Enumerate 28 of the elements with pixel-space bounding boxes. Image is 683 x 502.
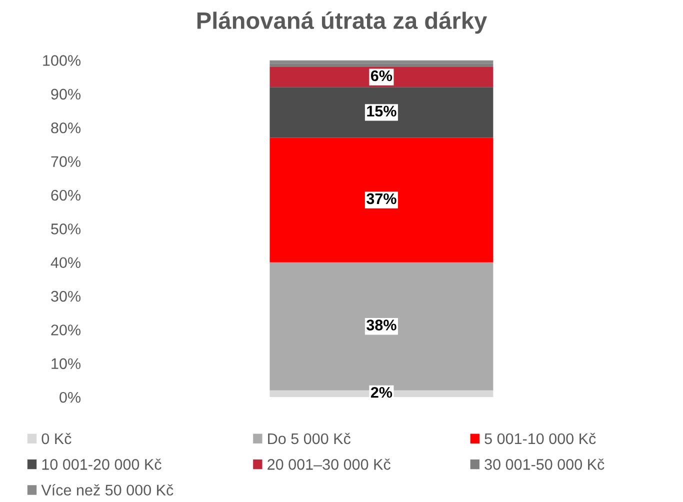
legend-label: 20 001–30 000 Kč (268, 458, 390, 470)
y-tick-label: 70% (51, 156, 81, 167)
y-tick-label: 90% (51, 88, 81, 100)
y-tick-label: 50% (51, 224, 81, 234)
legend-label: 5 001-10 000 Kč (484, 432, 596, 444)
legend-label: Do 5 000 Kč (268, 432, 351, 444)
y-tick-label: 40% (50, 257, 81, 268)
y-tick-label: 80% (51, 122, 81, 134)
y-tick-label: 100% (43, 55, 81, 66)
legend-label: 10 001-20 000 Kč (42, 458, 162, 470)
bar (270, 66, 494, 88)
data-label: 6% (370, 70, 392, 82)
y-tick-label: 0% (60, 392, 81, 403)
legend-label: Více než 50 000 Kč (41, 484, 174, 496)
y-tick-label: 60% (51, 190, 81, 201)
y-tick-label: 20% (51, 324, 81, 336)
legend-label: 0 Kč (42, 432, 72, 444)
data-label: 38% (366, 320, 396, 330)
legend-label: 30 001-50 000 Kč (484, 458, 604, 470)
data-label: 15% (367, 106, 396, 117)
y-tick-label: 30% (51, 290, 81, 302)
chart-title: Plánovaná útrata za dárky (197, 11, 488, 34)
data-label: 37% (366, 193, 396, 204)
y-tick-label: 10% (52, 358, 81, 370)
bar (270, 64, 494, 67)
bar (270, 87, 494, 138)
data-label: 2% (370, 386, 392, 398)
bar (270, 138, 494, 262)
